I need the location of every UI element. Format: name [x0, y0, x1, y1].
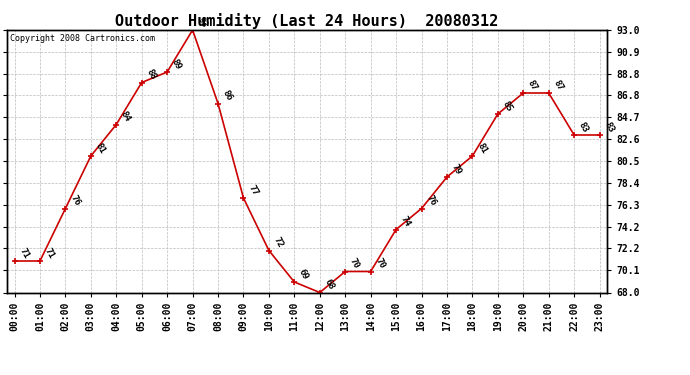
Text: 70: 70	[348, 257, 361, 271]
Text: 89: 89	[170, 57, 183, 71]
Text: 79: 79	[450, 162, 463, 176]
Text: 85: 85	[501, 99, 514, 113]
Text: 83: 83	[577, 120, 590, 134]
Text: 69: 69	[297, 267, 310, 281]
Text: 81: 81	[94, 141, 107, 155]
Text: 72: 72	[272, 236, 285, 250]
Text: 71: 71	[17, 246, 30, 260]
Text: Copyright 2008 Cartronics.com: Copyright 2008 Cartronics.com	[10, 34, 155, 43]
Text: 74: 74	[399, 215, 412, 229]
Text: 87: 87	[551, 78, 564, 92]
Text: 83: 83	[602, 120, 615, 134]
Text: 68: 68	[322, 278, 336, 292]
Text: 81: 81	[475, 141, 489, 155]
Text: 76: 76	[68, 194, 81, 208]
Text: 93: 93	[195, 15, 208, 29]
Text: 86: 86	[221, 89, 234, 103]
Title: Outdoor Humidity (Last 24 Hours)  20080312: Outdoor Humidity (Last 24 Hours) 2008031…	[115, 13, 499, 29]
Text: 77: 77	[246, 183, 259, 197]
Text: 88: 88	[144, 68, 157, 82]
Text: 71: 71	[43, 246, 56, 260]
Text: 87: 87	[526, 78, 539, 92]
Text: 70: 70	[373, 257, 386, 271]
Text: 84: 84	[119, 110, 132, 124]
Text: 76: 76	[424, 194, 437, 208]
